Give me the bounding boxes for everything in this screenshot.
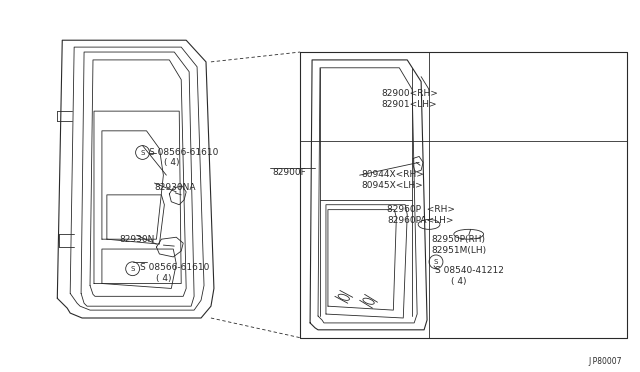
Text: S: S [434, 259, 438, 265]
Text: S: S [140, 150, 145, 155]
Text: S: S [131, 266, 135, 272]
Text: 82900F: 82900F [273, 168, 306, 177]
Text: S 08566-61610: S 08566-61610 [150, 148, 219, 157]
Text: 80945X<LH>: 80945X<LH> [362, 181, 424, 190]
Text: S 08540-41212: S 08540-41212 [435, 266, 504, 275]
Text: ( 4): ( 4) [164, 158, 180, 167]
Text: S 08566-61610: S 08566-61610 [140, 263, 209, 272]
Text: 82950P(RH): 82950P(RH) [431, 235, 485, 244]
Text: 82951M(LH): 82951M(LH) [431, 246, 486, 255]
Text: 82960PA<LH>: 82960PA<LH> [387, 215, 454, 225]
Text: 82900<RH>: 82900<RH> [381, 89, 438, 99]
Text: 82960P  <RH>: 82960P <RH> [387, 205, 456, 214]
Text: ( 4): ( 4) [156, 274, 172, 283]
Text: 82901<LH>: 82901<LH> [381, 100, 437, 109]
Text: J P80007: J P80007 [589, 357, 622, 366]
Text: 80944X<RH>: 80944X<RH> [362, 170, 424, 179]
Text: 82930NA: 82930NA [154, 183, 196, 192]
Text: 82930N: 82930N [120, 235, 155, 244]
Text: ( 4): ( 4) [451, 277, 467, 286]
